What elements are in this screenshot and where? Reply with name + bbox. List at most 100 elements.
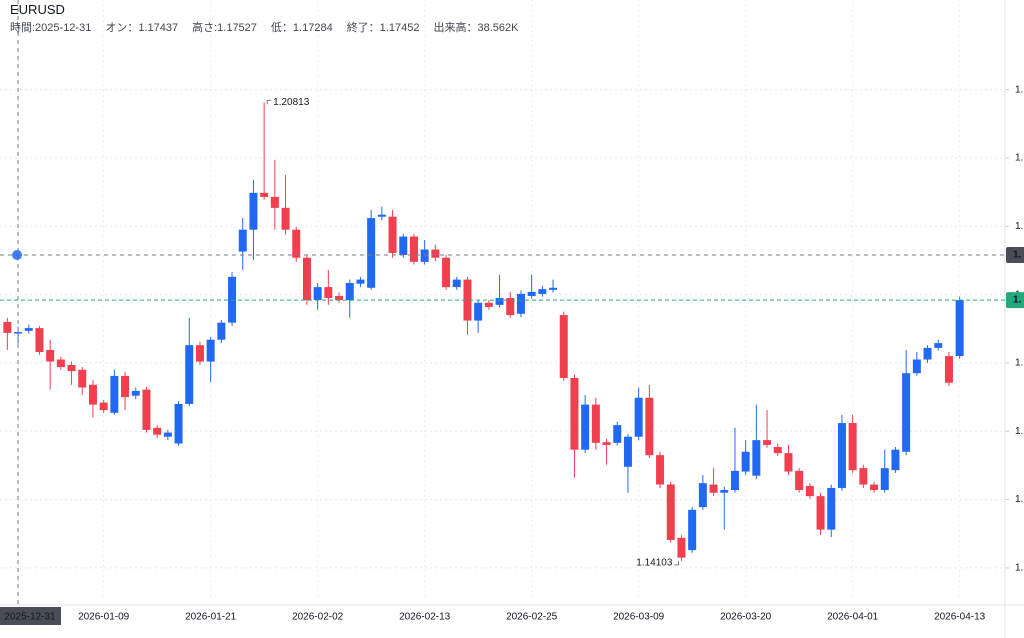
candle-body	[3, 321, 12, 333]
candle-body	[131, 390, 140, 396]
x-tick-label: 2026-02-13	[399, 612, 451, 623]
x-tick-label: 2026-02-25	[506, 612, 558, 623]
candle-body	[559, 315, 568, 378]
last-price-tag	[1006, 292, 1024, 309]
x-tick-label: 2026-01-09	[78, 612, 130, 623]
y-tick-label: 1.	[1015, 563, 1023, 574]
candle-body	[527, 291, 536, 296]
candle-body	[474, 302, 483, 321]
info-item: 高さ:1.17527	[192, 22, 257, 34]
candle-body	[581, 404, 590, 450]
last-price-label: 1.	[1013, 295, 1022, 306]
candle-body	[260, 192, 269, 197]
candle-body	[623, 436, 632, 467]
candle-body	[377, 214, 386, 217]
candle-body	[313, 287, 322, 301]
candle-body	[442, 257, 451, 288]
candle-body	[837, 423, 846, 488]
candle-body	[185, 345, 194, 404]
candle-body	[891, 449, 900, 471]
candle-body	[217, 322, 226, 340]
candle-body	[656, 455, 665, 485]
candle-body	[848, 423, 857, 471]
x-tick-label: 2026-01-21	[185, 612, 237, 623]
info-item: 終了：1.17452	[346, 22, 420, 34]
candle-body	[763, 440, 772, 445]
high-pointer	[266, 99, 272, 105]
candle-body	[795, 470, 804, 491]
low-annotation: 1.14103	[636, 557, 673, 568]
candle-body	[880, 468, 889, 491]
candle-body	[142, 389, 151, 430]
candle-body	[153, 427, 162, 435]
candle-body	[399, 236, 408, 255]
candle-body	[121, 375, 130, 398]
symbol: EURUSD	[10, 2, 65, 17]
candle-body	[955, 300, 964, 357]
candle-body	[944, 356, 953, 383]
candle-body	[249, 192, 258, 230]
crosshair-y-label: 1.	[1013, 250, 1022, 261]
candle-body	[324, 287, 333, 299]
x-tick-label: 2026-03-20	[720, 612, 772, 623]
candle-body	[67, 364, 76, 372]
x-tick-label: 2026-04-13	[934, 612, 986, 623]
candle-body	[302, 257, 311, 301]
candle-body	[741, 451, 750, 472]
candle-body	[859, 468, 868, 485]
candle-body	[912, 359, 921, 374]
candle-body	[698, 483, 707, 508]
low-pointer	[674, 560, 679, 566]
high-annotation: 1.20813	[273, 97, 310, 108]
candle-body	[602, 442, 611, 445]
candle-body	[281, 207, 290, 230]
candle-body	[24, 328, 33, 331]
candle-body	[110, 375, 119, 413]
candle-body	[506, 298, 515, 316]
candle-body	[591, 404, 600, 443]
candle-body	[356, 279, 365, 284]
candle-body	[549, 287, 558, 290]
y-tick-label: 1.	[1015, 494, 1023, 505]
candle-body	[784, 453, 793, 472]
crosshair-y-tag	[1006, 246, 1024, 263]
candle-body	[634, 397, 643, 437]
candle-body	[46, 349, 55, 362]
candle-body	[463, 279, 472, 321]
y-tick-label: 1.	[1015, 426, 1023, 437]
candle-body	[484, 302, 493, 307]
candle-body	[78, 369, 87, 388]
candle-body	[923, 347, 932, 360]
candle-body	[174, 403, 183, 444]
candle-body	[720, 490, 729, 493]
candle-body	[409, 236, 418, 262]
candle-body	[206, 339, 215, 362]
info-item: 出来高：38.562K	[433, 22, 519, 34]
header: EURUSD 時間:2025-12-31 オン：1.17437 高さ:1.17527…	[10, 2, 518, 35]
candle-body	[452, 279, 461, 288]
y-tick-label: 1.	[1015, 84, 1023, 95]
candle-body	[773, 446, 782, 454]
candle-body	[516, 293, 525, 314]
candle-body	[238, 229, 247, 252]
info-item: 低：1.17284	[270, 22, 333, 34]
candle-body	[495, 298, 504, 305]
info-item: 時間:2025-12-31	[10, 22, 92, 34]
candle-body	[570, 377, 579, 450]
candle-body	[335, 295, 344, 301]
candle-body	[431, 249, 440, 258]
candle-body	[827, 487, 836, 530]
candle-body	[677, 537, 686, 558]
x-tick-label: 2026-04-01	[827, 612, 879, 623]
candle-body	[195, 345, 204, 362]
candle-body	[902, 373, 911, 452]
candle-body	[14, 332, 23, 334]
candle-body	[56, 359, 65, 368]
x-tick-label: 2025-12-31	[4, 612, 56, 623]
info-item: オン：1.17437	[105, 22, 179, 34]
candle-body	[270, 196, 279, 208]
y-tick-label: 1.	[1015, 153, 1023, 164]
candle-body	[88, 384, 97, 405]
